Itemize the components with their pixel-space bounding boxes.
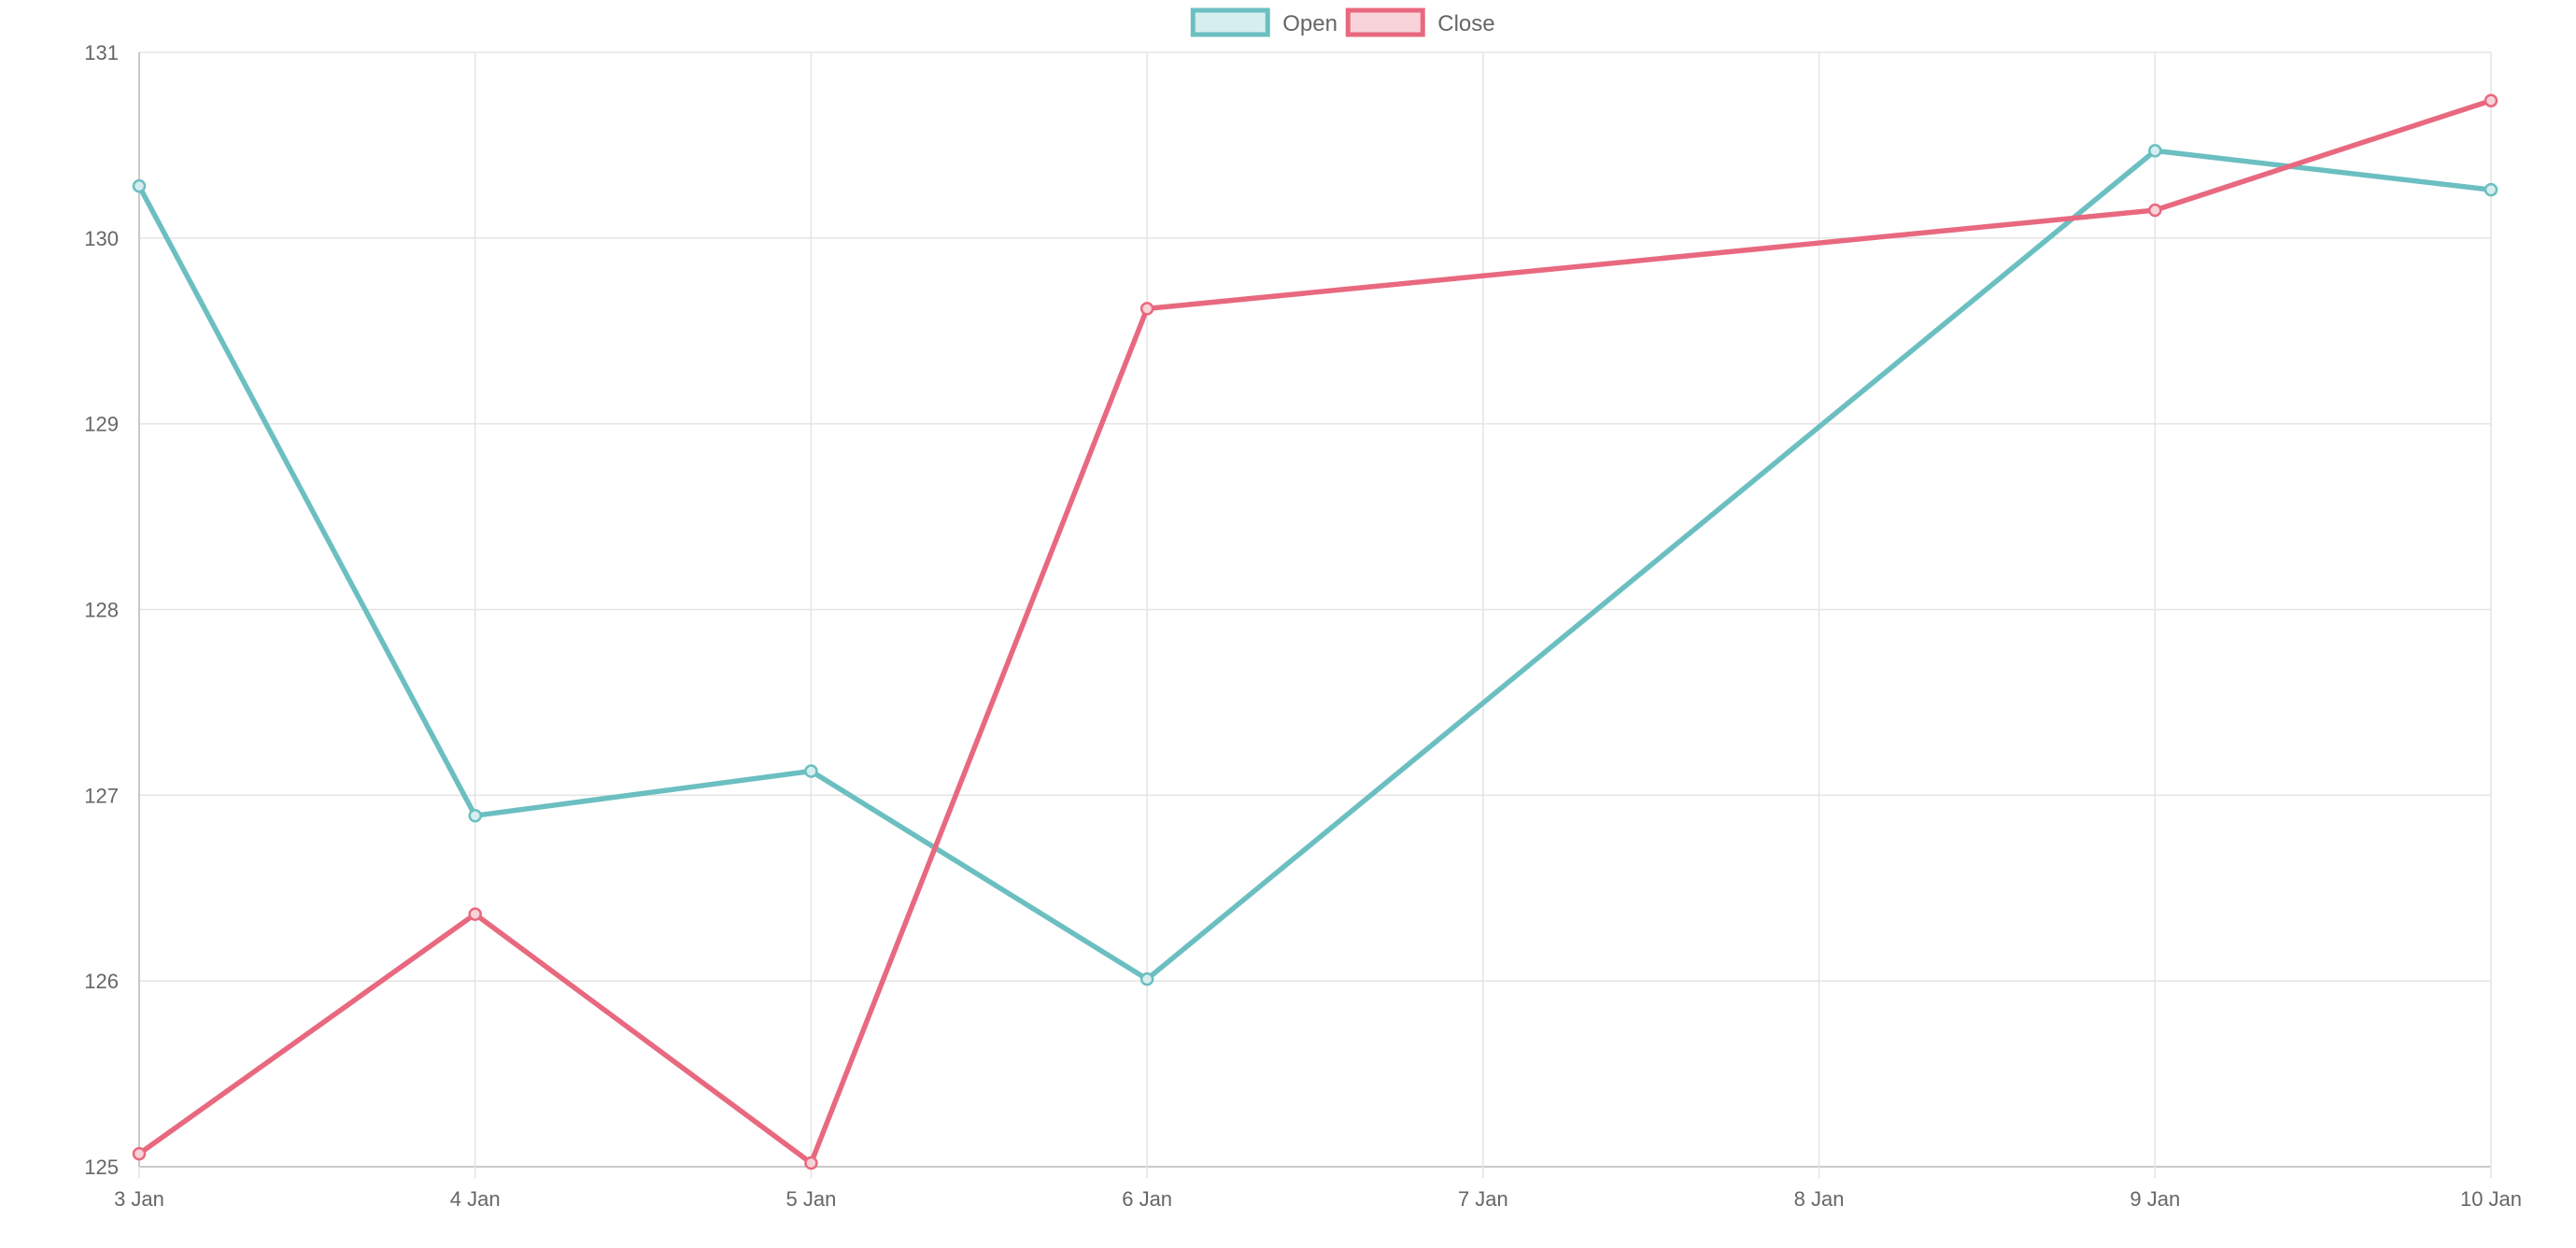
y-tick-label: 129 (84, 413, 119, 436)
data-point-close[interactable] (132, 1146, 147, 1161)
data-point-close[interactable] (2148, 203, 2162, 218)
data-point-open[interactable] (468, 808, 482, 823)
legend-label: Open (1282, 11, 1338, 36)
x-tick-label: 10 Jan (2460, 1187, 2522, 1211)
legend-item-close[interactable]: Close (1345, 7, 1495, 37)
x-tick-label: 9 Jan (2130, 1187, 2180, 1211)
y-tick-label: 126 (84, 970, 119, 993)
x-tick-label: 8 Jan (1794, 1187, 1845, 1211)
series-line-open (136, 148, 2494, 982)
data-point-close[interactable] (1139, 302, 1154, 316)
axes: 125 126 127 128 129 130 131 3 Jan 4 Jan 5 Jan 6 Ja… (84, 41, 2522, 1211)
legend-item-open[interactable]: Open (1190, 7, 1338, 37)
grid (138, 51, 2492, 1178)
data-point-open[interactable] (804, 764, 818, 778)
y-tick-label: 131 (84, 41, 119, 64)
data-point-close[interactable] (804, 1156, 818, 1170)
y-tick-label: 127 (84, 784, 119, 807)
y-tick-label: 125 (84, 1156, 119, 1179)
data-point-close[interactable] (2484, 93, 2498, 107)
x-tick-label: 4 Jan (450, 1187, 501, 1211)
legend-label: Close (1437, 11, 1494, 36)
series-line-close (136, 97, 2494, 1166)
data-point-open[interactable] (1139, 971, 1154, 986)
legend-swatch (1345, 7, 1425, 37)
x-tick-label: 7 Jan (1458, 1187, 1508, 1211)
data-point-open[interactable] (132, 178, 147, 193)
data-point-close[interactable] (468, 907, 482, 921)
series-layer (132, 93, 2498, 1170)
y-tick-label: 128 (84, 599, 119, 622)
x-tick-label: 5 Jan (786, 1187, 837, 1211)
x-tick-label: 3 Jan (114, 1187, 164, 1211)
data-point-open[interactable] (2484, 182, 2498, 197)
x-tick-label: 6 Jan (1122, 1187, 1172, 1211)
legend-swatch (1190, 7, 1270, 37)
legend[interactable]: Open Close (1190, 7, 1495, 37)
data-point-open[interactable] (2148, 144, 2162, 158)
y-tick-label: 130 (84, 227, 119, 250)
